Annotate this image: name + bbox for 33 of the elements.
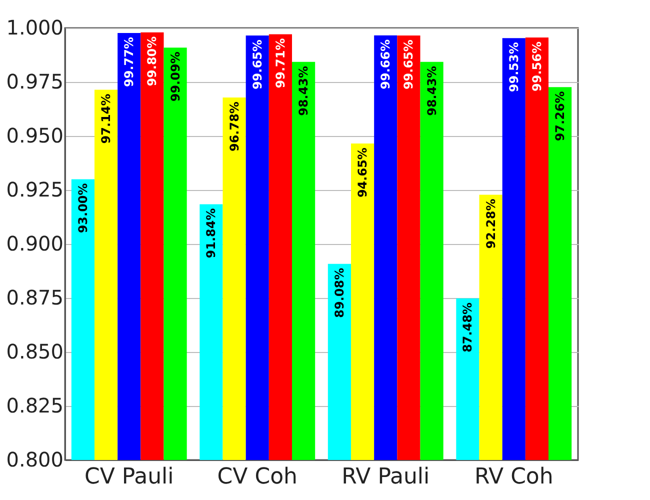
data-label: 98.43% [424,66,439,116]
x-tick-label: RV Coh [474,464,554,490]
data-label: 97.26% [553,91,568,142]
y-tick-label: 0.950 [6,124,64,148]
x-tick-label: CV Coh [217,464,298,490]
y-tick-label: 0.825 [6,394,64,418]
y-tick-label: 1.000 [6,16,64,40]
x-tick-label: RV Pauli [342,464,430,490]
data-label: 93.00% [76,183,90,234]
data-label: 94.65% [356,148,370,198]
data-label: 99.66% [378,39,393,90]
y-tick-label: 0.900 [6,232,64,256]
data-label: 99.65% [402,40,416,90]
data-label: 87.48% [460,302,475,352]
y-tick-label: 0.850 [6,340,64,364]
x-tick-label: CV Pauli [84,464,174,490]
data-label: 96.78% [227,102,242,152]
data-label: 99.71% [273,38,288,88]
data-label: 99.53% [506,42,521,92]
data-label: 99.80% [145,36,160,86]
data-label: 97.14% [99,94,114,144]
data-label: 99.65% [250,40,264,90]
data-label: 92.28% [484,198,498,249]
data-label: 99.09% [168,52,182,102]
y-tick-label: 0.925 [6,178,64,202]
data-label: 99.56% [530,42,544,92]
y-tick-label: 0.800 [6,448,64,472]
data-label: 99.77% [122,36,136,87]
data-label: 91.84% [204,208,218,258]
y-tick-label: 0.975 [6,70,64,94]
data-label: 98.43% [296,66,311,116]
data-label: 89.08% [332,268,346,318]
y-tick-label: 0.875 [6,286,64,310]
